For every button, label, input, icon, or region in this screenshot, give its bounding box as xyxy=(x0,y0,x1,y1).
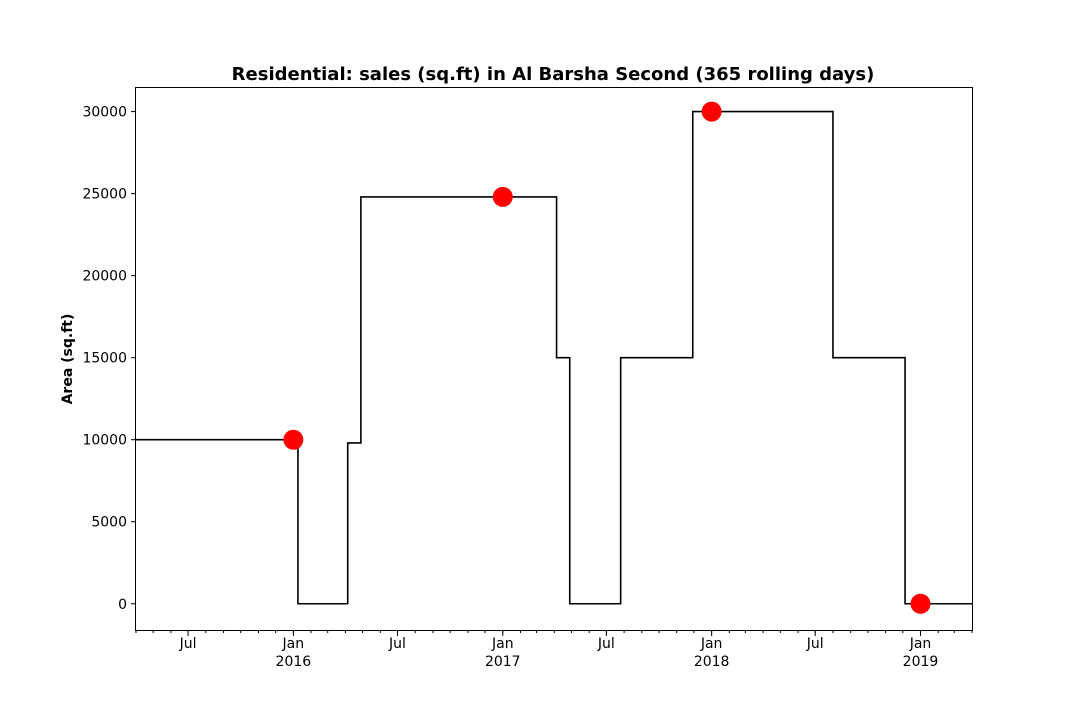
y-tick-label: 15000 xyxy=(82,351,127,367)
marker-point-1 xyxy=(283,429,304,450)
x-tick-label: Jan xyxy=(491,636,514,652)
x-tick-label: Jul xyxy=(597,636,615,652)
x-tick-label: Jul xyxy=(179,636,197,652)
y-axis: 0 5000 10000 15000 20000 25000 30000 xyxy=(82,105,136,613)
x-tick-year-label: 2017 xyxy=(485,654,521,670)
x-tick-year-label: 2019 xyxy=(903,654,939,670)
x-tick-label: Jul xyxy=(388,636,406,652)
marker-point-3 xyxy=(701,101,722,122)
x-tick-year-label: 2018 xyxy=(694,654,730,670)
x-tick-label: Jan xyxy=(700,636,723,652)
plot-content xyxy=(136,101,972,614)
y-tick-label: 20000 xyxy=(82,269,127,285)
x-tick-year-label: 2016 xyxy=(276,654,312,670)
x-tick-label: Jan xyxy=(282,636,305,652)
y-tick-label: 5000 xyxy=(91,515,127,531)
y-axis-label: Area (sq.ft) xyxy=(60,314,76,405)
y-tick-label: 30000 xyxy=(82,105,127,121)
series-line-1 xyxy=(136,110,972,605)
y-tick-label: 0 xyxy=(118,597,127,613)
x-tick-label: Jan xyxy=(909,636,932,652)
y-tick-label: 25000 xyxy=(82,187,127,203)
y-tick-label: 10000 xyxy=(82,433,127,449)
marker-point-4 xyxy=(910,593,931,614)
chart-title: Residential: sales (sq.ft) in Al Barsha … xyxy=(232,64,875,85)
marker-point-2 xyxy=(492,186,513,207)
x-axis: Jul Jan 2016 Jul Jan 2017 Jul Jan 2018 Jul Jan 2019 xyxy=(135,630,973,670)
x-tick-label: Jul xyxy=(806,636,824,652)
